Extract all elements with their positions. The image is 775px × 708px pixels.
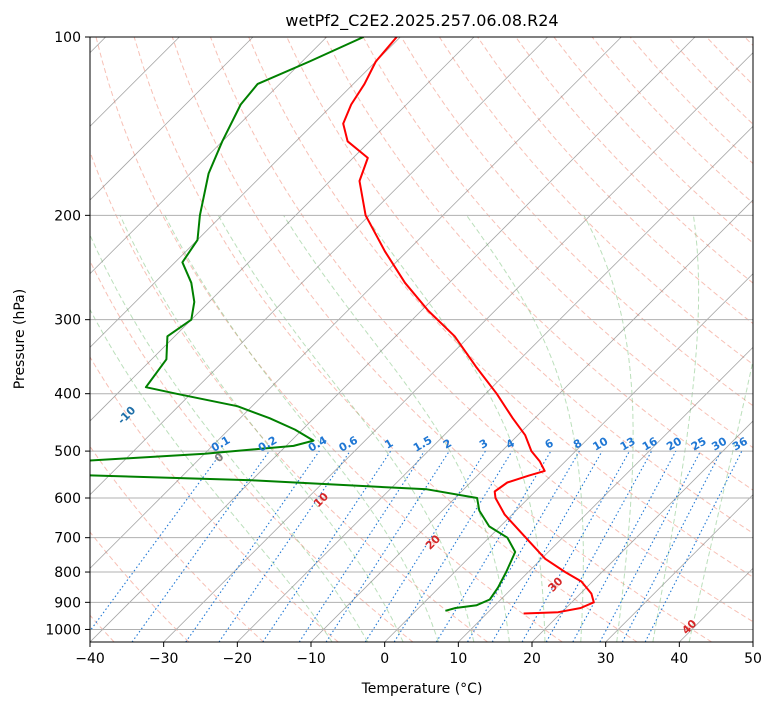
isotherm-line — [90, 37, 327, 275]
isotherm-line — [90, 37, 254, 201]
moist-adiabat — [364, 215, 546, 642]
dry-adiabat — [400, 37, 753, 407]
mixing-ratio-line — [218, 450, 351, 642]
y-tick-label: 200 — [54, 208, 81, 224]
dry-adiabat — [90, 531, 190, 642]
mixing-ratio-line — [572, 450, 677, 642]
dry-adiabat — [95, 37, 563, 642]
moist-adiabat — [652, 215, 700, 642]
chart-title: wetPf2_C2E2.2025.257.06.08.R24 — [285, 11, 558, 31]
mixing-ratio-line — [491, 450, 603, 642]
y-tick-label: 100 — [54, 30, 81, 46]
isotherm-line — [531, 420, 753, 642]
moist-adiabat — [164, 215, 439, 642]
isotherm-line — [458, 346, 753, 642]
moist-adiabat — [119, 215, 404, 642]
y-tick-label: 800 — [54, 565, 81, 581]
dry-adiabat — [324, 37, 753, 491]
x-tick-label: −10 — [296, 651, 326, 667]
mixing-ratio-line — [393, 450, 513, 642]
x-tick-label: 30 — [597, 651, 615, 667]
isotherm-line — [90, 37, 401, 348]
dry-adiabat — [90, 356, 339, 642]
mixing-ratio-line — [521, 450, 630, 642]
isotherm-line — [90, 37, 475, 422]
mixing-ratio-line — [435, 450, 552, 642]
moist-adiabat — [283, 215, 510, 642]
data-series — [90, 37, 595, 615]
y-tick-label: 900 — [54, 595, 81, 611]
mixing-ratio-line — [467, 450, 580, 642]
x-axis: −40 −30 −20 −10 0 10 20 30 40 50 — [75, 642, 762, 667]
y-tick-label: 700 — [54, 531, 81, 547]
isotherm-line — [605, 494, 753, 642]
moist-adiabat — [90, 233, 369, 642]
x-tick-label: 0 — [380, 651, 389, 667]
mixing-ratio-line — [364, 450, 486, 642]
dry-adiabat — [90, 150, 488, 642]
x-axis-title: Temperature (°C) — [361, 681, 483, 697]
y-tick-label: 400 — [54, 387, 81, 403]
isotherm-line — [90, 37, 548, 496]
x-tick-label: −30 — [149, 651, 179, 667]
x-tick-label: −40 — [75, 651, 105, 667]
x-tick-label: 40 — [670, 651, 688, 667]
y-axis-title: Pressure (hPa) — [12, 289, 28, 389]
moist-adiabat — [583, 215, 634, 642]
isotherm-line — [90, 37, 696, 642]
y-tick-label: 300 — [54, 313, 81, 329]
mixing-ratio-line — [185, 450, 320, 642]
dewpoint-profile — [90, 37, 517, 612]
x-tick-label: −20 — [223, 651, 253, 667]
dry-adiabat — [438, 37, 753, 366]
isotherm-line — [310, 199, 753, 642]
isotherm-line — [163, 52, 753, 642]
y-axis: 100 200 300 400 500 600 700 800 900 1000 — [45, 30, 90, 638]
moist-adiabat — [688, 358, 753, 642]
temperature-profile — [342, 37, 595, 615]
y-tick-label: 500 — [54, 444, 81, 460]
isotherm-line — [237, 125, 753, 642]
dry-adiabat — [515, 37, 753, 284]
x-tick-label: 10 — [449, 651, 467, 667]
plot-frame — [89, 36, 754, 643]
dry-adiabat — [210, 37, 753, 623]
isotherm-line — [90, 37, 622, 569]
y-tick-label: 1000 — [45, 622, 81, 638]
y-tick-label: 600 — [54, 491, 81, 507]
dry-adiabat — [133, 37, 638, 642]
x-tick-label: 50 — [744, 651, 762, 667]
reference-lines — [90, 37, 753, 642]
mixing-ratio-line — [325, 450, 450, 642]
dry-adiabat — [248, 37, 753, 578]
dry-adiabat — [90, 445, 264, 642]
x-tick-label: 20 — [523, 651, 541, 667]
isotherm-line — [384, 273, 753, 642]
dry-adiabat — [171, 37, 712, 642]
